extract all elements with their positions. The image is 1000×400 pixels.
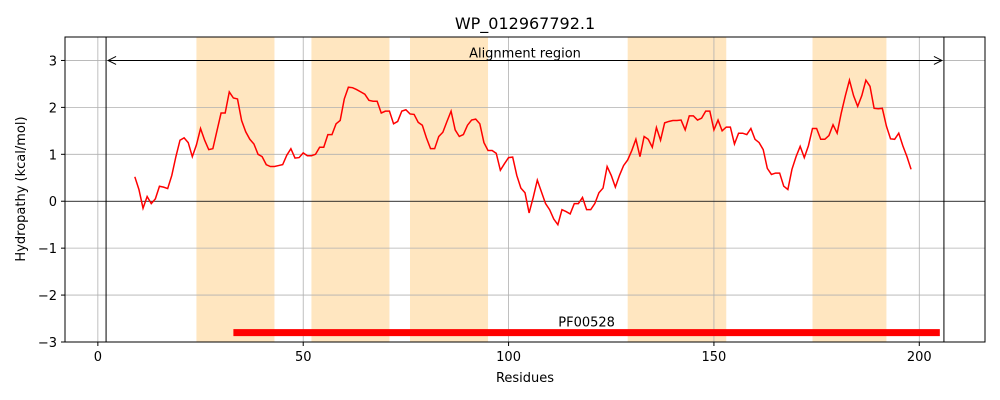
- y-tick-label: −1: [38, 242, 57, 257]
- alignment-arrow-right-head: [933, 56, 944, 65]
- region-markers: [65, 37, 985, 342]
- x-axis-ticks: 0 50 100 150 200: [94, 342, 932, 365]
- y-tick-label: 0: [49, 195, 57, 210]
- shaded-region-1: [196, 37, 275, 342]
- y-tick-label: 1: [49, 148, 57, 163]
- alignment-arrow-left-head: [106, 56, 117, 65]
- x-axis-label: Residues: [496, 371, 554, 386]
- x-tick-label: 0: [94, 350, 102, 365]
- y-tick-label: 2: [49, 101, 57, 116]
- hydropathy-line: [134, 77, 912, 227]
- y-axis-label: Hydropathy (kcal/mol): [14, 116, 29, 261]
- domain-bar: [233, 329, 940, 337]
- shaded-regions: [196, 37, 887, 342]
- y-tick-label: 3: [49, 54, 57, 69]
- shaded-region-2: [311, 37, 390, 342]
- shaded-region-4: [627, 37, 727, 342]
- plot-frame: [64, 36, 986, 343]
- chart-title: WP_012967792.1: [455, 14, 595, 34]
- y-axis-ticks: −3 −2 −1 0 1 2 3: [38, 54, 65, 351]
- x-tick-label: 50: [295, 350, 312, 365]
- shaded-region-5: [812, 37, 887, 342]
- alignment-region-label: Alignment region: [469, 46, 581, 61]
- y-tick-label: −2: [38, 289, 57, 304]
- domain-layer: [233, 329, 940, 337]
- x-tick-label: 150: [702, 350, 727, 365]
- x-tick-label: 100: [496, 350, 521, 365]
- domain-label: PF00528: [558, 316, 615, 331]
- y-tick-label: −3: [38, 336, 57, 351]
- x-tick-label: 200: [907, 350, 932, 365]
- shaded-region-3: [410, 37, 489, 342]
